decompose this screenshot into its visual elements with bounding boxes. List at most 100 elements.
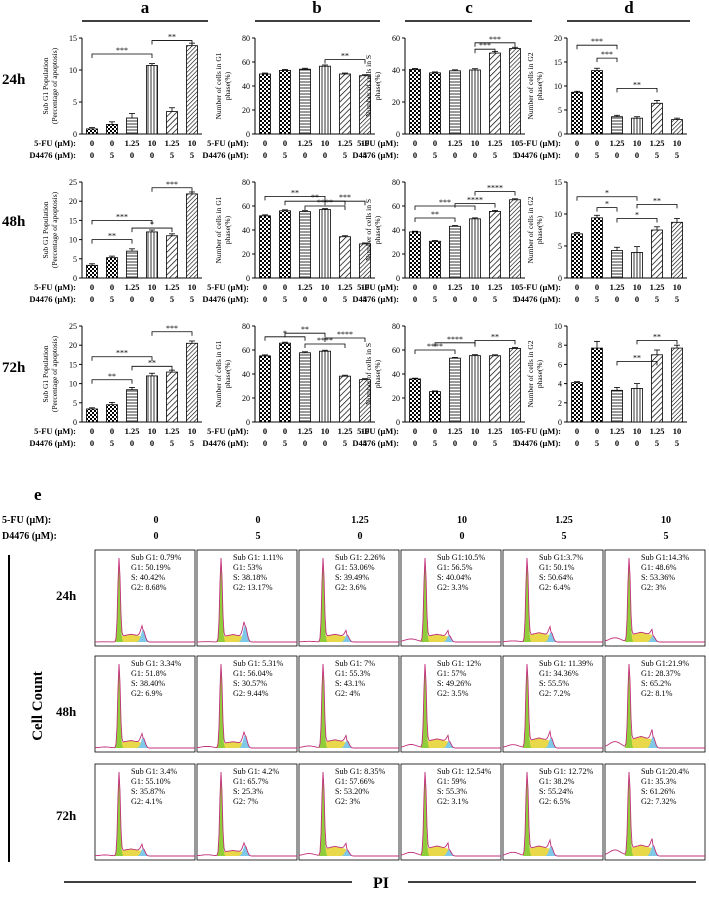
histogram-frame (94, 763, 196, 861)
significance-label: ** (291, 188, 299, 197)
treat-fu-value: 1.25 (488, 426, 503, 436)
histogram-frame (196, 655, 298, 753)
flow-stat-line: S: 61.26% (641, 787, 675, 796)
treat-d-label: D4476 (μM): (29, 438, 76, 448)
bar (319, 350, 331, 423)
y-tick-label: 0 (73, 418, 77, 427)
treat-fu-value: 10 (361, 138, 370, 148)
treat-fu-value: 1.25 (338, 138, 353, 148)
treat-d-value: 5 (343, 438, 347, 448)
treat-d-label: D4476 (μM): (202, 150, 249, 160)
treat-d-value: 0 (473, 150, 477, 160)
bar (469, 69, 481, 135)
treat-d-value: 0 (150, 150, 154, 160)
g1-phase-area (95, 664, 195, 748)
bar (631, 251, 643, 279)
treat-fu-value: 10 (633, 282, 642, 292)
significance-label: *** (439, 198, 451, 207)
y-tick-label: 5 (73, 255, 77, 264)
treat-d-value: 5 (110, 294, 114, 304)
flow-histogram: Sub G1: 7%G1: 55.3%S: 43.1%G2: 4% (298, 655, 400, 753)
panel-headers: a b c d (82, 0, 690, 22)
significance-label: ** (653, 196, 661, 205)
treat-d-value: 5 (513, 438, 517, 448)
bar (86, 128, 98, 135)
y-tick-label: 80 (392, 322, 400, 331)
flow-stat-line: S: 38.18% (233, 573, 267, 582)
treat-d-value: 0 (453, 438, 457, 448)
y-tick-label: 20 (392, 98, 400, 107)
treat-d-value: 0 (323, 438, 327, 448)
y-axis-label: phase(%) (373, 359, 382, 388)
flow-stat-line: G1: 28.37% (641, 669, 681, 678)
y-tick-label: 40 (242, 226, 250, 235)
flow-stat-line: G2: 7.32% (641, 797, 677, 806)
significance-label: ** (108, 232, 116, 241)
flow-col-d: 5 (562, 531, 567, 542)
treat-fu-label: 5-FU (μM): (34, 426, 76, 436)
treat-d-value: 5 (513, 294, 517, 304)
flow-stat-line: G1: 53% (233, 563, 263, 572)
treat-fu-value: 0 (283, 426, 287, 436)
treat-fu-value: 1.25 (448, 138, 463, 148)
treat-d-value: 5 (675, 150, 679, 160)
bar (339, 375, 351, 423)
significance-bracket (474, 42, 516, 47)
significance-bracket (616, 88, 658, 93)
y-tick-label: 5 (73, 98, 77, 107)
treat-d-value: 5 (595, 294, 599, 304)
flow-stat-line: G2: 13.17% (233, 583, 273, 592)
bar (611, 250, 623, 279)
flow-stat-line: G1: 56.04% (233, 669, 273, 678)
flow-row-label-48h: 48h (56, 704, 77, 719)
y-tick-label: 80 (242, 178, 250, 187)
g1-phase-area (605, 664, 705, 748)
flow-stat-line: S: 50.64% (539, 573, 573, 582)
bar (449, 70, 461, 135)
y-axis-label: Number of cells in G2 (526, 340, 535, 407)
treat-fu-label: 5-FU (μM): (34, 282, 76, 292)
treat-d-value: 5 (283, 150, 287, 160)
chart-a-24h: 0 5 10 15 Sub G1 Population (Percentage of ap… (29, 33, 202, 160)
histogram-frame (502, 655, 604, 753)
g1-phase-area (197, 772, 297, 856)
y-tick-label: 40 (392, 370, 400, 379)
bar (631, 387, 643, 423)
significance-label: ** (491, 332, 499, 341)
flow-stat-line: G2: 3.6% (335, 583, 367, 592)
significance-label: **** (337, 330, 353, 339)
significance-label: *** (479, 41, 491, 50)
significance-bracket (636, 204, 678, 209)
treat-d-value: 0 (263, 438, 267, 448)
histogram-trace (197, 557, 297, 643)
bar (489, 355, 501, 423)
bar (146, 375, 158, 423)
flow-histogram: Sub G1:21.9%G1: 28.37%S: 65.2%G2: 8.1% (604, 655, 706, 753)
treat-d-value: 0 (473, 294, 477, 304)
panel-letter-d: d (624, 0, 634, 17)
significance-label: ** (148, 358, 156, 367)
histogram-trace (298, 663, 399, 749)
flow-stat-line: G2: 3.5% (437, 689, 469, 698)
significance-bracket (284, 200, 346, 206)
bar (509, 199, 521, 279)
y-tick-label: 20 (392, 394, 400, 403)
flow-stat-line: G1: 53.06% (335, 563, 375, 572)
significance-bracket (151, 331, 193, 336)
bar (279, 70, 291, 135)
flow-stat-line: G1: 55.3% (335, 669, 371, 678)
bar (166, 371, 178, 423)
treat-fu-value: 10 (188, 426, 197, 436)
bar (126, 117, 138, 135)
flow-stat-line: G1: 65.7% (233, 777, 269, 786)
treat-fu-label: 5-FU (μM): (519, 282, 561, 292)
treat-fu-value: 1.25 (125, 138, 140, 148)
histogram-trace (299, 557, 399, 643)
flow-histogram: Sub G1: 0.79%G1: 50.19%S: 40.42%G2: 8.68… (94, 549, 196, 647)
flow-stat-line: G2: 3% (641, 583, 666, 592)
significance-bracket (91, 379, 133, 384)
treat-d-value: 5 (595, 438, 599, 448)
treat-d-value: 5 (675, 438, 679, 448)
treat-fu-value: 1.25 (165, 138, 180, 148)
